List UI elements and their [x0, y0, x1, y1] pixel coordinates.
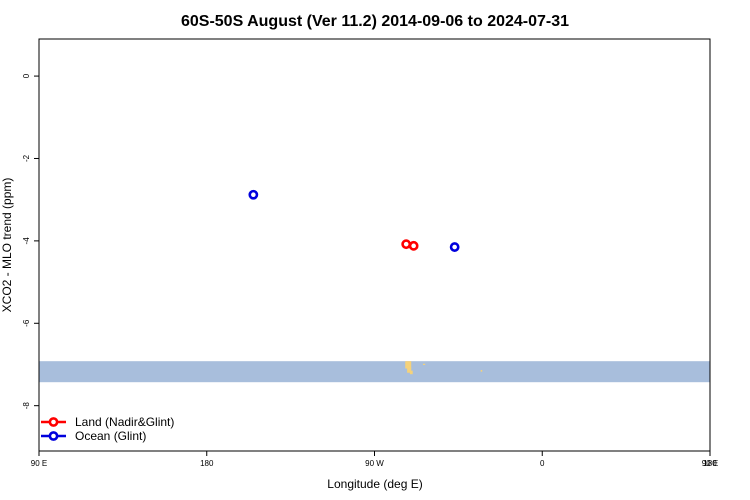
x-tick-label: 90 E [31, 459, 47, 468]
legend-marker [48, 431, 59, 441]
y-tick-label: 0 [22, 73, 31, 78]
legend: Land (Nadir&Glint)Ocean (Glint) [41, 415, 174, 443]
y-tick-label: -2 [22, 154, 31, 162]
data-point [248, 189, 259, 200]
data-point [449, 242, 460, 252]
y-tick-label: -4 [22, 237, 31, 245]
y-axis-label: XCO2 - MLO trend (ppm) [0, 178, 14, 313]
data-points [248, 189, 460, 252]
y-tick-label: -6 [22, 319, 31, 327]
map-band [39, 361, 710, 383]
y-axis: 0 -2 -4 -6 -8 [22, 73, 39, 409]
land-patch [409, 370, 413, 375]
legend-label: Land (Nadir&Glint) [75, 415, 174, 429]
land-patch [405, 361, 412, 369]
land-patch [407, 367, 412, 373]
ocean-band [39, 361, 710, 383]
data-point [401, 239, 412, 250]
x-axis-label: Longitude (deg E) [327, 477, 422, 491]
x-tick-label: 180 [703, 459, 717, 468]
x-tick-label: 0 [540, 459, 545, 468]
x-tick-label: 90 E [702, 459, 718, 468]
y-tick-label: -8 [22, 402, 31, 410]
x-tick-label: 90 W [365, 459, 384, 468]
x-tick-label: 180 [200, 459, 214, 468]
legend-marker [48, 417, 59, 427]
legend-label: Ocean (Glint) [75, 429, 146, 443]
data-point [408, 240, 419, 251]
plot-frame [38, 38, 711, 452]
land-patch [422, 363, 426, 365]
land-patch [480, 370, 483, 372]
chart-title: 60S-50S August (Ver 11.2) 2014-09-06 to … [181, 13, 569, 30]
